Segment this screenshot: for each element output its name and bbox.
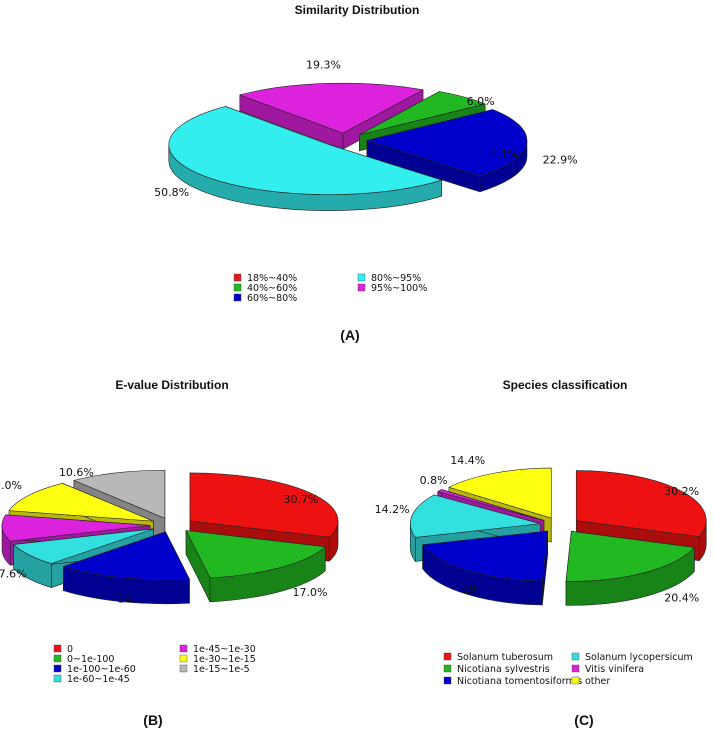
legend-a-swatch-2 (233, 293, 242, 302)
legend-a-label-2: 60%~80% (247, 293, 297, 304)
pie-b-slice-1 (185, 530, 326, 603)
legend-b-item-2: 1e-100~1e-60 (53, 664, 136, 675)
chart-a-title: Similarity Distribution (295, 3, 420, 17)
legend-c-label-5: other (585, 676, 610, 687)
legend-a-label-1: 40%~60% (247, 283, 297, 294)
pie-c-label-1: 20.4% (664, 591, 699, 604)
legend-c-label-0: Solanum tuberosum (457, 652, 553, 663)
pie-a-label-3: 50.8% (154, 186, 189, 199)
legend-c-swatch-5 (571, 676, 580, 685)
legend-a-swatch-0 (233, 273, 242, 282)
legend-a-item-1: 40%~60% (233, 283, 297, 294)
chart-b-title: E-value Distribution (115, 378, 228, 392)
pie-c-label-3: 14.2% (375, 503, 410, 516)
panel-label-a: (A) (340, 327, 359, 343)
legend-c-item-2: Nicotiana tomentosiformis (443, 676, 582, 687)
pie-a-slice-4 (239, 82, 424, 150)
legend-a-swatch-3 (357, 273, 366, 282)
legend-c-swatch-4 (571, 664, 580, 673)
legend-c-swatch-1 (443, 664, 452, 673)
pie-a: 6.0% 22.9% 50.8% 19.3% (154, 58, 578, 211)
legend-b-label-4: 1e-45~1e-30 (193, 644, 256, 655)
legend-a-swatch-4 (357, 283, 366, 292)
legend-a: 18%~40%40%~60%60%~80% 80%~95%95%~100% (233, 273, 427, 304)
legend-b-swatch-4 (179, 644, 188, 653)
pie-b-label-0: 30.7% (284, 493, 319, 506)
legend-c-label-1: Nicotiana sylvestris (457, 664, 550, 675)
legend-b-label-5: 1e-30~1e-15 (193, 654, 256, 665)
pie-c-label-4: 0.8% (420, 474, 448, 487)
pie-c-label-0: 30.2% (664, 485, 699, 498)
pie-b-label-6: 10.6% (59, 466, 94, 479)
legend-b-item-0: 0 (53, 644, 73, 655)
pie-c-label-5: 14.4% (450, 454, 485, 467)
legend-c-swatch-0 (443, 652, 452, 661)
pie-b-label-1: 17.0% (293, 586, 328, 599)
legend-c-item-4: Vitis vinifera (571, 664, 644, 675)
legend-b-label-0: 0 (67, 644, 73, 655)
pie-c-slice-2 (422, 530, 548, 606)
legend-b-swatch-2 (53, 664, 62, 673)
legend-b-label-1: 0~1e-100 (67, 654, 114, 665)
pie-a-slice-2 (366, 109, 528, 193)
pie-b-label-3: 7.6% (0, 567, 27, 580)
legend-a-item-0: 18%~40% (233, 273, 297, 284)
legend-c-label-3: Solanum lycopersicum (585, 652, 693, 663)
legend-a-label-0: 18%~40% (247, 273, 297, 284)
legend-b-item-4: 1e-45~1e-30 (179, 644, 256, 655)
legend-b-swatch-0 (53, 644, 62, 653)
pie-b: 30.7%17.0%14.7.6%8.9%11.0%10.6% (0, 466, 339, 606)
legend-c-item-3: Solanum lycopersicum (571, 652, 693, 663)
chart-a-extra-label: 1.1% (490, 148, 518, 161)
panel-label-c: (C) (574, 712, 593, 728)
legend-b-item-6: 1e-15~1e-5 (179, 664, 250, 675)
legend-b-label-3: 1e-60~1e-45 (67, 674, 130, 685)
legend-b-item-1: 0~1e-100 (53, 654, 114, 665)
legend-a-item-3: 80%~95% (357, 273, 421, 284)
legend-a-swatch-1 (233, 283, 242, 292)
pie-a-slice-3 (168, 106, 443, 211)
legend-c-item-0: Solanum tuberosum (443, 652, 553, 663)
chart-c-title: Species classification (503, 378, 628, 392)
legend-b-item-5: 1e-30~1e-15 (179, 654, 256, 665)
legend-b-label-6: 1e-15~1e-5 (193, 664, 250, 675)
legend-c-item-1: Nicotiana sylvestris (443, 664, 550, 675)
panel-label-b: (B) (143, 712, 162, 728)
pie-a-label-4: 19.3% (306, 58, 341, 71)
pie-b-label-2: 14. (117, 593, 135, 606)
pie-a-label-1: 6.0% (467, 95, 495, 108)
legend-b-swatch-1 (53, 654, 62, 663)
pie-c-slice-1 (565, 531, 695, 606)
legend-c-swatch-3 (571, 652, 580, 661)
pie-b-slice-2 (63, 531, 190, 605)
pie-c: 30.2% 20.4% 19. 14.2% 0.8%14.4% (375, 454, 707, 606)
legend-c-label-4: Vitis vinifera (585, 664, 644, 675)
legend-b-swatch-6 (179, 664, 188, 673)
legend-c-item-5: other (571, 676, 610, 687)
legend-b-swatch-5 (179, 654, 188, 663)
pie-c-label-2: 19. (462, 583, 480, 596)
legend-b-item-3: 1e-60~1e-45 (53, 674, 130, 685)
pie-b-label-5: 11.0% (0, 479, 22, 492)
legend-b-swatch-3 (53, 674, 62, 683)
pie-a-label-2: 22.9% (543, 154, 578, 167)
legend-c-label-2: Nicotiana tomentosiformis (457, 676, 582, 687)
legend-b-label-2: 1e-100~1e-60 (67, 664, 136, 675)
legend-a-item-2: 60%~80% (233, 293, 297, 304)
legend-c-swatch-2 (443, 676, 452, 685)
legend-a-label-3: 80%~95% (371, 273, 421, 284)
legend-a-label-4: 95%~100% (371, 283, 427, 294)
legend-a-item-4: 95%~100% (357, 283, 427, 294)
